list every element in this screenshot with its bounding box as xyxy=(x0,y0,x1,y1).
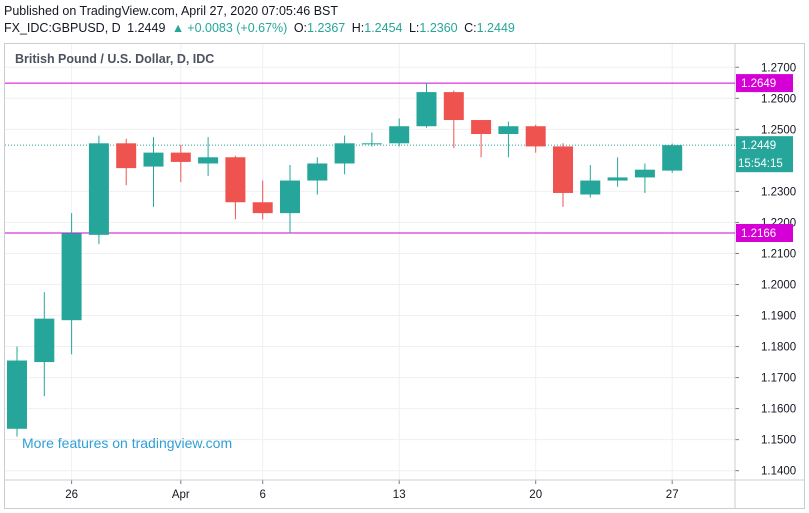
candle-body-down[interactable] xyxy=(225,157,246,203)
level-price-label: 1.2166 xyxy=(741,228,776,240)
x-tick-label: Apr xyxy=(172,489,190,501)
candle-body-up[interactable] xyxy=(498,126,519,134)
y-tick-label: 1.1800 xyxy=(761,342,796,354)
pane-title: British Pound / U.S. Dollar, D, IDC xyxy=(15,52,215,66)
candle-body-down[interactable] xyxy=(170,152,191,162)
x-tick-label: 26 xyxy=(65,489,78,501)
x-tick-label: 13 xyxy=(393,489,406,501)
change-value: +0.0083 (+0.67%) xyxy=(187,21,288,35)
level-price-tag xyxy=(736,74,793,93)
candle-body-up[interactable] xyxy=(88,143,109,235)
tradingview-watermark-link[interactable]: More features on tradingview.com xyxy=(22,435,233,451)
x-tick-label: 27 xyxy=(666,489,679,501)
change-up-icon: ▲ xyxy=(171,21,185,35)
x-tick-label: 6 xyxy=(259,489,265,501)
symbol-label[interactable]: FX_IDC:GBPUSD, D xyxy=(4,21,121,35)
candle-body-up[interactable] xyxy=(607,177,628,181)
open-label: O: xyxy=(293,21,308,35)
last-price: 1.2449 xyxy=(127,21,166,35)
candle-body-up[interactable] xyxy=(7,360,27,429)
candle-body-up[interactable] xyxy=(34,318,55,363)
published-line: Published on TradingView.com, April 27, … xyxy=(4,4,339,18)
ohlc-line: FX_IDC:GBPUSD, D 1.2449 ▲ +0.0083 (+0.67%… xyxy=(4,20,518,37)
level-price-tag xyxy=(736,223,793,242)
last-price-tag xyxy=(736,136,793,173)
candle-body-up[interactable] xyxy=(143,152,164,167)
candle-body-down[interactable] xyxy=(443,92,464,121)
y-tick-label: 1.2500 xyxy=(761,124,796,136)
candle-body-up[interactable] xyxy=(334,143,355,164)
open-value: 1.2367 xyxy=(307,21,346,35)
y-tick-label: 1.1700 xyxy=(761,373,796,385)
high-label: H: xyxy=(351,21,365,35)
low-value: 1.2360 xyxy=(419,21,458,35)
candle-body-up[interactable] xyxy=(662,145,683,171)
y-tick-label: 1.2300 xyxy=(761,186,796,198)
x-tick-label: 20 xyxy=(529,489,542,501)
candle-body-up[interactable] xyxy=(634,169,655,178)
y-tick-label: 1.2700 xyxy=(761,62,796,74)
candle-body-up[interactable] xyxy=(361,143,382,145)
y-tick-label: 1.1900 xyxy=(761,311,796,323)
candle-body-down[interactable] xyxy=(116,143,137,169)
chart-frame xyxy=(4,43,805,509)
candle-body-up[interactable] xyxy=(198,157,219,164)
candle-body-down[interactable] xyxy=(525,126,546,147)
candle-body-up[interactable] xyxy=(61,233,82,321)
candle-body-down[interactable] xyxy=(252,202,273,214)
close-value: 1.2449 xyxy=(476,21,515,35)
y-tick-label: 1.2600 xyxy=(761,93,796,105)
candle-body-up[interactable] xyxy=(580,180,601,195)
candle-body-up[interactable] xyxy=(416,92,437,127)
candle-body-up[interactable] xyxy=(280,180,300,214)
low-label: L: xyxy=(408,21,420,35)
candle-body-up[interactable] xyxy=(389,126,410,144)
y-tick-label: 1.1500 xyxy=(761,435,796,447)
y-tick-label: 1.1400 xyxy=(761,466,796,478)
candle-body-down[interactable] xyxy=(471,120,492,134)
candle-body-up[interactable] xyxy=(307,163,328,181)
y-tick-label: 1.2000 xyxy=(761,279,796,291)
chart-header: Published on TradingView.com, April 27, … xyxy=(4,3,518,37)
bar-close-timer: 15:54:15 xyxy=(738,158,783,170)
last-price-label: 1.2449 xyxy=(741,140,776,152)
y-tick-label: 1.2100 xyxy=(761,248,796,260)
candle-body-down[interactable] xyxy=(553,146,573,193)
high-value: 1.2454 xyxy=(364,21,403,35)
close-label: C: xyxy=(464,21,477,35)
y-tick-label: 1.1600 xyxy=(761,404,796,416)
level-price-label: 1.2649 xyxy=(741,78,776,90)
